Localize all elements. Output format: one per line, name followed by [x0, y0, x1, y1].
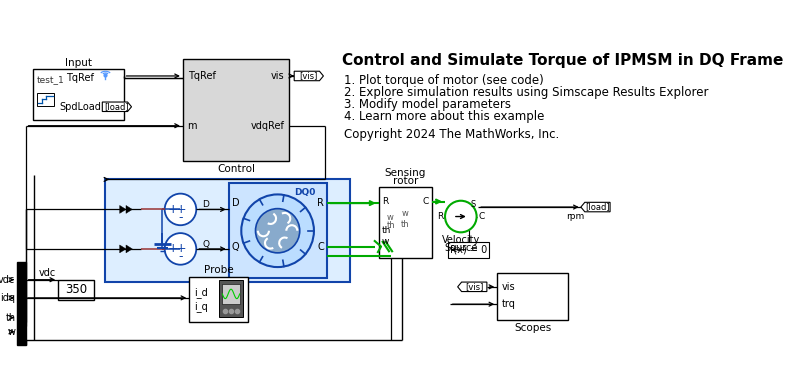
- Text: DQ0: DQ0: [294, 188, 316, 197]
- Text: rpm: rpm: [566, 212, 584, 221]
- Text: C: C: [423, 197, 429, 206]
- Text: [load]: [load]: [585, 203, 610, 212]
- Text: Copyright 2024 The MathWorks, Inc.: Copyright 2024 The MathWorks, Inc.: [344, 128, 559, 141]
- Polygon shape: [103, 102, 132, 111]
- Circle shape: [241, 194, 314, 267]
- Bar: [106, 180, 350, 282]
- Text: i_q: i_q: [194, 301, 208, 312]
- Text: S: S: [471, 200, 476, 209]
- Text: m: m: [188, 121, 197, 131]
- Text: vis: vis: [271, 71, 285, 81]
- Text: Q: Q: [232, 241, 239, 252]
- Text: Sensing: Sensing: [385, 168, 426, 178]
- Bar: [189, 276, 249, 322]
- Polygon shape: [120, 245, 126, 253]
- Bar: [448, 242, 489, 258]
- Text: D: D: [232, 198, 239, 208]
- Text: 4. Learn more about this example: 4. Learn more about this example: [344, 110, 544, 123]
- Text: Probe: Probe: [204, 265, 234, 275]
- Bar: [497, 272, 568, 320]
- Text: trq: trq: [502, 299, 516, 309]
- Circle shape: [256, 209, 300, 253]
- Polygon shape: [458, 282, 487, 292]
- Bar: [33, 69, 124, 120]
- Bar: [229, 183, 327, 278]
- Text: SpdLoad: SpdLoad: [59, 102, 101, 112]
- Bar: [183, 58, 290, 161]
- Text: f(x) = 0: f(x) = 0: [450, 245, 488, 255]
- Text: +: +: [167, 203, 178, 216]
- Text: [vis]: [vis]: [465, 282, 484, 291]
- Circle shape: [445, 201, 477, 232]
- Text: th: th: [387, 221, 395, 230]
- Polygon shape: [294, 71, 323, 81]
- Polygon shape: [120, 205, 126, 213]
- Bar: [222, 284, 241, 304]
- Text: vdqRef: vdqRef: [251, 121, 285, 131]
- Text: [vis]: [vis]: [300, 71, 318, 80]
- Text: w: w: [382, 236, 389, 245]
- Text: -: -: [178, 250, 183, 263]
- Text: [load]: [load]: [105, 102, 129, 111]
- Text: +: +: [175, 242, 185, 256]
- Text: +: +: [167, 242, 178, 256]
- Text: w: w: [7, 327, 16, 337]
- Text: Control and Simulate Torque of IPMSM in DQ Frame: Control and Simulate Torque of IPMSM in …: [342, 53, 783, 68]
- Text: th: th: [382, 226, 391, 235]
- Bar: [17, 262, 26, 345]
- Text: 350: 350: [65, 283, 88, 296]
- Text: C: C: [478, 212, 484, 221]
- Text: th: th: [6, 312, 16, 323]
- Text: Source: Source: [444, 243, 477, 253]
- Polygon shape: [126, 245, 133, 253]
- Text: R: R: [437, 212, 443, 221]
- Text: vis: vis: [502, 282, 515, 292]
- Polygon shape: [581, 202, 610, 212]
- Text: test_1: test_1: [37, 74, 65, 83]
- Circle shape: [165, 194, 196, 225]
- Text: 2. Explore simulation results using Simscape Results Explorer: 2. Explore simulation results using Sims…: [344, 86, 709, 99]
- Text: 1. Plot torque of motor (see code): 1. Plot torque of motor (see code): [344, 74, 544, 87]
- Text: vdc: vdc: [39, 269, 56, 278]
- Text: rotor: rotor: [393, 176, 418, 186]
- Text: Scopes: Scopes: [514, 323, 552, 333]
- Text: -: -: [178, 211, 183, 224]
- Text: 3. Modify model parameters: 3. Modify model parameters: [344, 98, 511, 111]
- Bar: [219, 281, 243, 317]
- Text: TqRef: TqRef: [66, 73, 94, 83]
- Bar: [379, 187, 432, 258]
- Polygon shape: [126, 205, 133, 213]
- Text: R: R: [317, 198, 324, 208]
- Text: C: C: [317, 241, 324, 252]
- Text: Q: Q: [203, 240, 210, 249]
- Bar: [37, 93, 54, 106]
- Bar: [58, 280, 95, 300]
- Text: +: +: [175, 203, 185, 216]
- Text: TqRef: TqRef: [188, 71, 215, 81]
- Text: i_d: i_d: [194, 287, 208, 298]
- Text: Control: Control: [217, 164, 255, 174]
- Text: D: D: [203, 200, 209, 209]
- Text: Input: Input: [65, 58, 92, 68]
- Text: idq: idq: [1, 293, 16, 303]
- Text: Velocity: Velocity: [442, 235, 480, 245]
- Text: w: w: [387, 213, 394, 222]
- Text: R: R: [382, 197, 388, 206]
- Text: w
th: w th: [402, 209, 409, 229]
- Circle shape: [165, 233, 196, 265]
- Text: vdc: vdc: [0, 275, 16, 285]
